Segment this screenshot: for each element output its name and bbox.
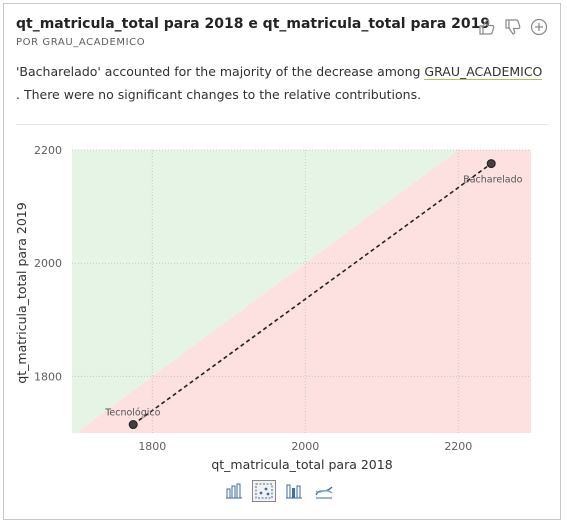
increase-region (72, 150, 459, 433)
column-chart-icon (226, 483, 242, 499)
insight-text: 'Bacharelado' accounted for the majority… (16, 60, 546, 106)
data-point[interactable] (128, 420, 138, 430)
y-axis-title: qt_matricula_total para 2019 (14, 202, 29, 383)
y-tick-label: 2200 (34, 144, 62, 157)
column-chart-tab[interactable] (222, 480, 246, 502)
thumbs-down-icon[interactable] (504, 18, 522, 36)
x-tick-label: 1800 (138, 440, 166, 453)
point-label: Bacharelado (463, 175, 522, 186)
chart-subtitle: POR GRAU_ACADEMICO (16, 37, 146, 48)
bar-chart-tab[interactable] (282, 480, 306, 502)
point-label: Tecnológico (104, 408, 160, 419)
scatter-chart-icon (255, 483, 273, 499)
divider (16, 124, 548, 125)
feedback-icons (478, 18, 548, 36)
ribbon-chart-icon (315, 486, 333, 499)
decrease-region (75, 150, 531, 433)
chart-title: qt_matricula_total para 2018 e qt_matric… (16, 16, 491, 32)
data-points: Tecnológico Bacharelado (104, 159, 523, 430)
insight-part1: 'Bacharelado' accounted for the majority… (16, 64, 425, 79)
trend-line (132, 162, 492, 426)
insight-field-link[interactable]: GRAU_ACADEMICO (424, 64, 543, 80)
bar-chart-icon (286, 484, 302, 499)
y-tick-label: 2000 (34, 257, 62, 270)
plus-circle-icon[interactable] (530, 18, 548, 36)
insight-part2: . There were no significant changes to t… (16, 87, 422, 102)
scatter-chart-tab[interactable] (252, 480, 276, 502)
thumbs-up-icon[interactable] (478, 18, 496, 36)
tick-labels: 1800 2000 2200 1800 2000 2200 (34, 144, 472, 453)
ribbon-chart-tab[interactable] (312, 480, 336, 502)
grid-lines (72, 149, 531, 433)
x-tick-label: 2000 (291, 440, 319, 453)
chart-type-tabs (222, 480, 336, 502)
y-tick-label: 1800 (34, 370, 62, 383)
data-point[interactable] (486, 159, 496, 169)
x-tick-label: 2200 (444, 440, 472, 453)
x-axis-title: qt_matricula_total para 2018 (211, 457, 392, 472)
